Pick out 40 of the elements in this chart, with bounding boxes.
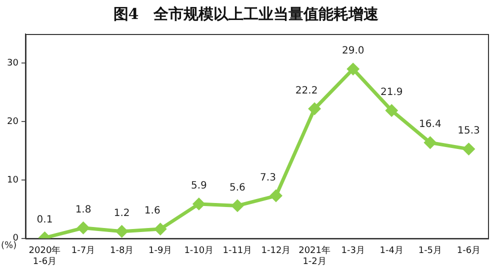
x-tick-label: 1-5月 bbox=[418, 246, 442, 256]
x-tick-label: 1-9月 bbox=[148, 246, 172, 256]
x-tick-label: 2020年 1-6月 bbox=[28, 245, 61, 267]
x-tick-label: 1-6月 bbox=[456, 246, 481, 256]
x-tick-label: 1-8月 bbox=[110, 246, 134, 256]
point bbox=[116, 226, 128, 238]
x-tick-label: 1-10月 bbox=[184, 246, 214, 256]
point bbox=[308, 103, 320, 114]
text: 5.6 bbox=[230, 182, 246, 194]
text: 29.0 bbox=[342, 46, 364, 57]
text: 1.8 bbox=[75, 204, 92, 216]
x-tick-label: 1-11月 bbox=[222, 246, 252, 256]
chart-title: 图4 全市规模以上工业当量值能耗增速 bbox=[113, 4, 380, 23]
point bbox=[386, 104, 398, 116]
text: 15.3 bbox=[458, 126, 480, 137]
point bbox=[347, 63, 359, 75]
x-tick-label: 1-12月 bbox=[261, 246, 291, 256]
text: 21.9 bbox=[380, 87, 403, 98]
y-tick-label: 30 bbox=[7, 58, 19, 69]
point bbox=[193, 198, 205, 210]
x-tick-label: 2021年 1-2月 bbox=[298, 245, 330, 267]
text: 5.9 bbox=[190, 180, 207, 192]
y-tick-label: 10 bbox=[7, 175, 19, 186]
text: 1.6 bbox=[144, 206, 160, 217]
text: 1.2 bbox=[114, 208, 130, 219]
text: 7.3 bbox=[260, 172, 276, 184]
x-tick-label: 1-3月 bbox=[341, 246, 365, 256]
text: 16.4 bbox=[419, 119, 442, 130]
y-tick-label: 20 bbox=[7, 116, 19, 127]
point bbox=[462, 143, 474, 155]
x-tick-label: 1-4月 bbox=[380, 246, 404, 256]
point bbox=[270, 190, 282, 202]
point bbox=[78, 222, 90, 234]
point bbox=[424, 136, 436, 148]
x-tick-label: 1-7月 bbox=[71, 246, 96, 256]
text: 0.1 bbox=[36, 214, 53, 226]
text: 22.2 bbox=[295, 85, 318, 96]
y-axis-title: (%) bbox=[1, 241, 17, 252]
point bbox=[232, 200, 244, 212]
point bbox=[154, 223, 166, 235]
